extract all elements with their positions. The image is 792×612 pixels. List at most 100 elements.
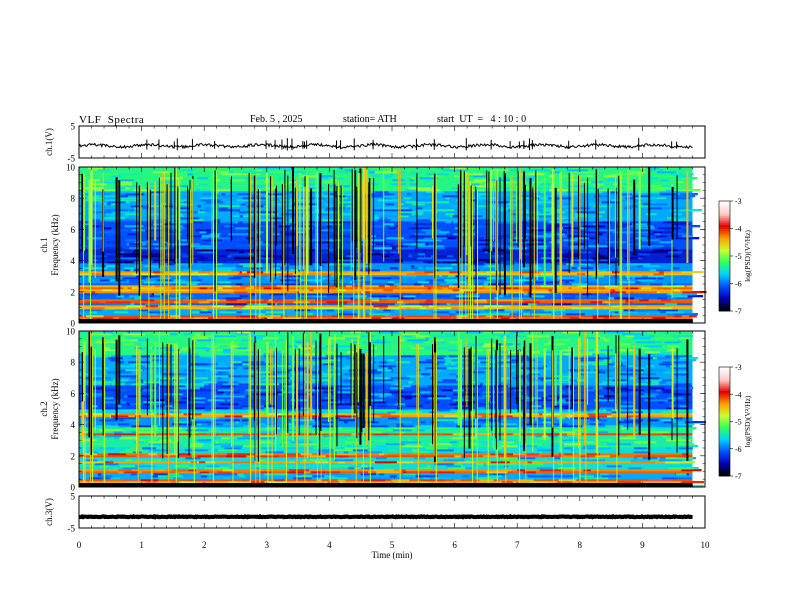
texture-cell bbox=[626, 255, 643, 258]
texture-cell bbox=[498, 299, 523, 302]
texture-cell bbox=[210, 381, 228, 384]
texture-cell bbox=[369, 393, 392, 396]
texture-cell bbox=[401, 469, 406, 472]
texture-cell bbox=[577, 285, 589, 288]
texture-cell bbox=[595, 455, 610, 458]
texture-cell bbox=[379, 453, 385, 456]
texture-cell bbox=[385, 387, 394, 390]
texture-cell bbox=[338, 419, 355, 422]
texture-cell bbox=[185, 429, 209, 432]
texture-cell bbox=[213, 375, 229, 378]
sferic-streak bbox=[559, 188, 562, 292]
sferic-streak bbox=[618, 175, 620, 266]
texture-cell bbox=[337, 461, 346, 464]
texture-cell bbox=[518, 445, 541, 448]
texture-cell bbox=[672, 393, 691, 396]
texture-cell bbox=[248, 181, 257, 184]
texture-cell bbox=[111, 303, 130, 306]
texture-cell bbox=[188, 185, 212, 188]
texture-cell bbox=[254, 257, 272, 260]
texture-cell bbox=[455, 477, 465, 480]
texture-cell bbox=[179, 269, 185, 272]
texture-cell bbox=[364, 399, 385, 402]
texture-cell bbox=[557, 467, 576, 470]
texture-cell bbox=[314, 387, 334, 390]
sferic-streak bbox=[491, 168, 493, 252]
texture-cell bbox=[233, 349, 251, 352]
sferic-streak bbox=[587, 338, 589, 405]
texture-cell bbox=[524, 233, 534, 236]
texture-cell bbox=[129, 447, 150, 450]
texture-cell bbox=[195, 479, 210, 482]
texture-cell bbox=[89, 477, 108, 480]
texture-cell bbox=[523, 261, 544, 264]
y-tick-label: 4 bbox=[71, 256, 76, 266]
texture-cell bbox=[459, 175, 476, 178]
texture-cell bbox=[662, 433, 686, 436]
texture-cell bbox=[125, 449, 143, 452]
texture-cell bbox=[153, 223, 164, 226]
texture-cell bbox=[105, 389, 117, 392]
texture-cell bbox=[215, 191, 219, 194]
texture-cell bbox=[368, 227, 390, 230]
texture-cell bbox=[119, 219, 136, 222]
texture-cell bbox=[289, 201, 293, 204]
sferic-streak bbox=[583, 331, 585, 446]
texture-cell bbox=[315, 273, 334, 276]
texture-cell bbox=[282, 275, 302, 278]
sferic-streak bbox=[276, 185, 277, 246]
texture-cell bbox=[407, 339, 429, 342]
texture-cell bbox=[482, 181, 504, 184]
texture-cell bbox=[522, 185, 530, 188]
texture-cell bbox=[600, 349, 614, 352]
texture-cell bbox=[337, 259, 358, 262]
texture-cell bbox=[496, 423, 517, 426]
texture-cell bbox=[485, 419, 501, 422]
texture-cell bbox=[229, 387, 239, 390]
texture-cell bbox=[375, 303, 395, 306]
texture-cell bbox=[314, 181, 322, 184]
texture-cell bbox=[681, 293, 697, 296]
texture-cell bbox=[564, 399, 584, 402]
texture-cell bbox=[588, 431, 596, 434]
texture-cell bbox=[628, 467, 642, 470]
sferic-streak bbox=[136, 182, 138, 274]
sferic-streak bbox=[463, 171, 465, 246]
texture-cell bbox=[262, 447, 276, 450]
texture-cell bbox=[290, 449, 300, 452]
texture-cell bbox=[398, 269, 407, 272]
texture-cell bbox=[517, 343, 521, 346]
texture-cell bbox=[217, 237, 231, 240]
texture-cell bbox=[104, 449, 116, 452]
texture-cell bbox=[100, 477, 111, 480]
texture-cell bbox=[636, 341, 655, 344]
texture-cell bbox=[153, 271, 164, 274]
texture-cell bbox=[207, 399, 225, 402]
texture-cell bbox=[111, 175, 121, 178]
texture-cell bbox=[237, 437, 258, 440]
texture-cell bbox=[242, 215, 253, 218]
freq-band bbox=[79, 201, 693, 204]
texture-cell bbox=[329, 185, 350, 188]
texture-cell bbox=[130, 431, 156, 434]
texture-cell bbox=[501, 463, 522, 466]
texture-cell bbox=[384, 195, 394, 198]
texture-cell bbox=[585, 353, 593, 356]
texture-cell bbox=[496, 429, 506, 432]
texture-cell bbox=[216, 223, 232, 226]
sferic-streak bbox=[369, 332, 371, 487]
texture-cell bbox=[564, 437, 579, 440]
texture-cell bbox=[596, 395, 609, 398]
texture-cell bbox=[475, 379, 493, 382]
sferic-streak bbox=[536, 171, 538, 280]
texture-cell bbox=[467, 167, 482, 170]
texture-cell bbox=[627, 435, 647, 438]
texture-cell bbox=[383, 199, 398, 202]
freq-band bbox=[79, 355, 693, 358]
texture-cell bbox=[237, 273, 250, 276]
sferic-streak bbox=[364, 167, 366, 323]
texture-cell bbox=[608, 411, 628, 414]
sferic-streak bbox=[281, 351, 283, 448]
texture-cell bbox=[130, 269, 134, 272]
texture-cell bbox=[309, 437, 317, 440]
